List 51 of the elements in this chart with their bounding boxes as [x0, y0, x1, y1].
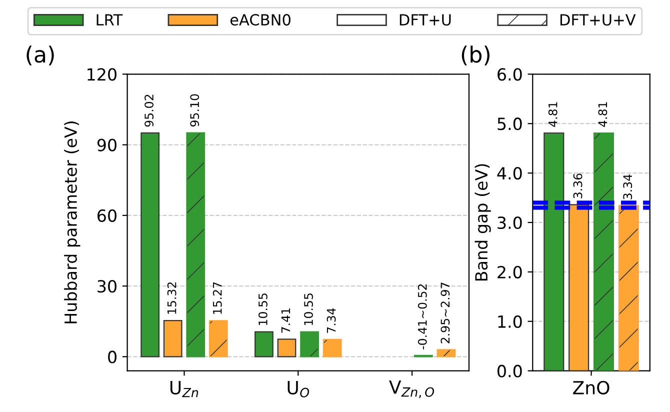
chart-title: (b): [462, 46, 490, 66]
data-label: 15.32: [167, 282, 176, 314]
y-tick-label: 120: [88, 68, 116, 81]
data-label: 10.55: [258, 294, 268, 325]
data-label: 7.34: [326, 308, 336, 333]
data-label: -0.41~0.52: [418, 284, 427, 350]
bar: [277, 338, 296, 358]
bar: [593, 132, 614, 371]
data-label: 95.02: [144, 94, 154, 127]
y-tick-label: 5.0: [498, 118, 522, 130]
data-label: 3.34: [623, 174, 632, 200]
data-label: 15.27: [212, 282, 222, 314]
chart-title: (a): [26, 46, 54, 66]
bar: [140, 132, 160, 358]
data-label: 4.81: [598, 102, 608, 127]
x-tick-label: U$_{Zn}$: [170, 381, 198, 398]
data-label: 10.55: [304, 294, 313, 325]
y-tick-label: 4.0: [497, 167, 522, 180]
bar: [568, 204, 590, 371]
x-tick-label: ZnO: [573, 380, 610, 394]
y-tick-label: 1.0: [498, 315, 522, 328]
y-tick-label: 3.0: [498, 216, 522, 230]
bar: [163, 320, 182, 358]
y-tick-label: 90: [97, 138, 116, 152]
y-tick-label: 0.0: [498, 364, 522, 378]
bar: [186, 132, 206, 358]
data-label: 7.41: [281, 308, 290, 333]
y-tick-label: 30: [98, 280, 116, 293]
bar: [254, 331, 274, 358]
y-tick-label: 6.0: [498, 68, 522, 81]
y-axis-title: Hubbard parameter (eV): [64, 121, 80, 324]
y-axis-title: Band gap (eV): [474, 164, 491, 281]
y-tick-label: 60: [98, 209, 116, 222]
legend-label: LRT: [96, 14, 123, 26]
bar: [618, 205, 639, 371]
bar: [208, 320, 228, 358]
y-tick-label: 0: [108, 350, 116, 364]
y-tick-label: 2.0: [498, 266, 522, 278]
data-label: 95.10: [190, 94, 200, 126]
data-label: 3.36: [573, 174, 582, 198]
bar: [322, 338, 342, 358]
bar: [436, 349, 456, 358]
bar: [300, 331, 319, 358]
text: DFT+U+V: [560, 14, 636, 26]
data-label: 4.81: [548, 102, 558, 127]
x-tick-label: U$_{O}$: [288, 381, 310, 398]
legend-label: eACBN0: [230, 14, 290, 26]
bar: [544, 132, 564, 371]
data-label: 2.95~2.97: [440, 282, 450, 344]
text: DFT+U: [400, 14, 451, 26]
x-tick-label: V$_{Zn,O}$: [389, 380, 434, 398]
